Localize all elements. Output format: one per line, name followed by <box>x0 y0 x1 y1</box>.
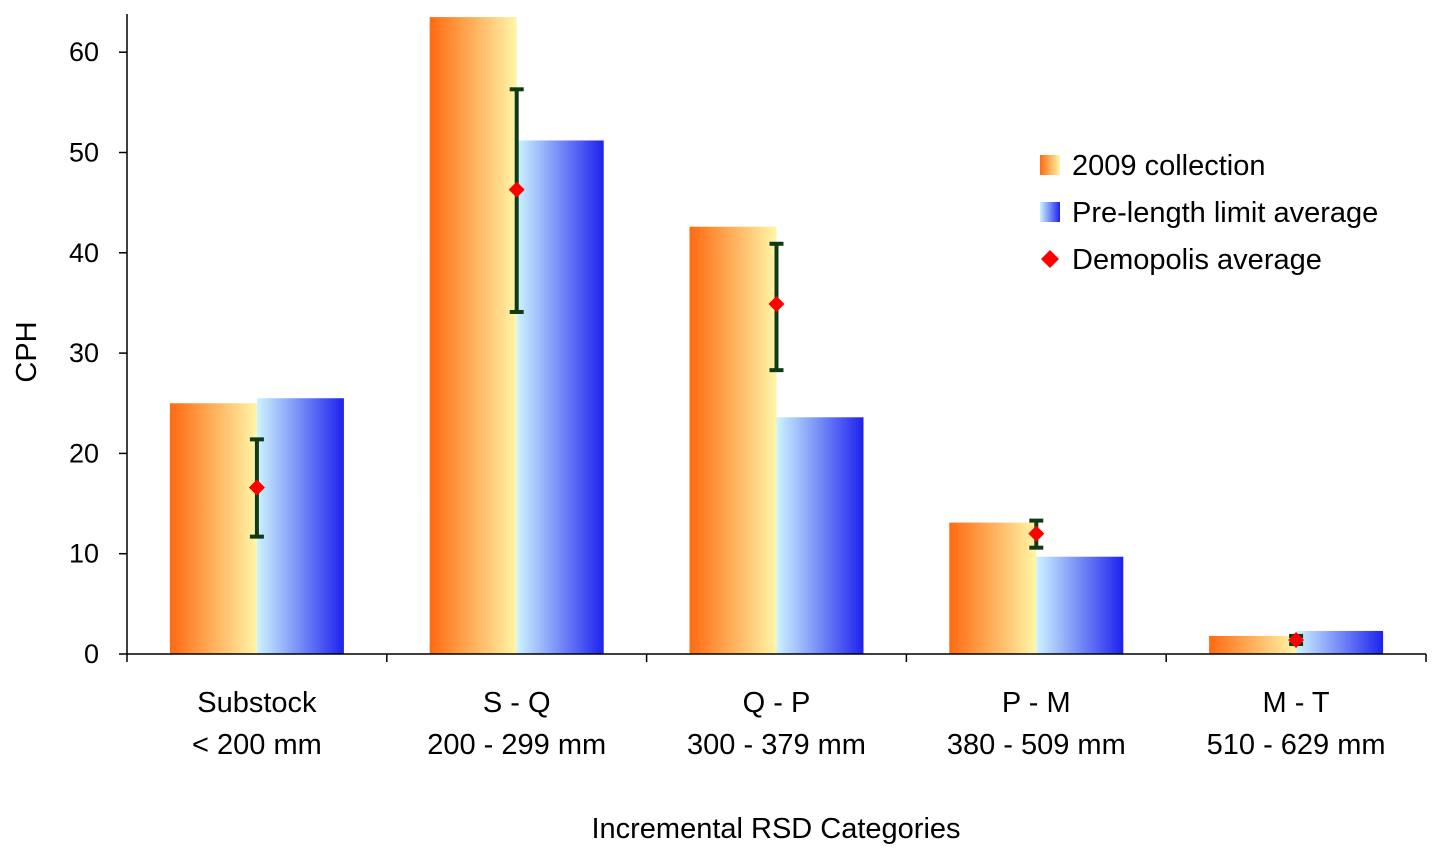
x-category-labels: Substock < 200 mm S - Q 200 - 299 mm Q - P 30… <box>192 687 1386 761</box>
x-category-label-3-line1: Q - P <box>743 687 811 719</box>
bar-2009-collection-1 <box>169 403 257 654</box>
x-category-label-4-line2: 380 - 509 mm <box>947 729 1126 761</box>
x-category-label-1-line2: < 200 mm <box>192 729 322 761</box>
markers-layer <box>248 181 1305 648</box>
bar-2009-collection-2 <box>429 17 517 655</box>
bar-pre-length-limit-1 <box>256 398 344 654</box>
legend-label-1: 2009 collection <box>1072 150 1265 182</box>
x-category-label-5-line2: 510 - 629 mm <box>1207 729 1386 761</box>
bar-2009-collection-3 <box>689 226 777 655</box>
x-category-label-3-line2: 300 - 379 mm <box>687 729 866 761</box>
y-tick-label-10: 10 <box>69 539 99 569</box>
x-axis-title: Incremental RSD Categories <box>591 813 960 845</box>
bar-pre-length-limit-2 <box>516 140 604 655</box>
y-tick-labels: 0 10 20 30 40 50 60 <box>69 37 99 669</box>
demopolis-marker-3 <box>768 295 785 312</box>
legend-swatch-2009-collection <box>1040 155 1060 175</box>
y-tick-label-50: 50 <box>69 138 99 168</box>
bar-pre-length-limit-4 <box>1036 556 1124 654</box>
legend-label-3: Demopolis average <box>1072 244 1322 276</box>
x-category-label-2-line2: 200 - 299 mm <box>427 729 606 761</box>
demopolis-marker-5 <box>1288 631 1305 648</box>
demopolis-marker-2 <box>508 181 525 198</box>
legend-swatch-pre-length-limit <box>1040 202 1060 222</box>
y-tick-label-0: 0 <box>84 639 99 669</box>
x-category-label-4-line1: P - M <box>1002 687 1071 719</box>
axes-layer <box>119 14 1427 662</box>
bar-2009-collection-5 <box>1209 635 1297 654</box>
y-tick-label-30: 30 <box>69 338 99 368</box>
x-category-label-2-line1: S - Q <box>483 687 551 719</box>
y-tick-label-40: 40 <box>69 238 99 268</box>
x-category-label-5-line1: M - T <box>1263 687 1330 719</box>
demopolis-marker-4 <box>1028 525 1045 542</box>
legend-label-2: Pre-length limit average <box>1072 197 1378 229</box>
y-axis-title: CPH <box>11 321 43 382</box>
y-tick-label-60: 60 <box>69 37 99 67</box>
legend-marker-demopolis <box>1041 250 1059 268</box>
bar-pre-length-limit-5 <box>1296 630 1384 654</box>
bars-layer <box>169 17 1384 655</box>
y-tick-label-20: 20 <box>69 438 99 468</box>
demopolis-marker-1 <box>248 479 265 496</box>
legend: 2009 collection Pre-length limit average D… <box>1040 150 1378 276</box>
bar-pre-length-limit-3 <box>776 417 864 654</box>
x-category-label-1-line1: Substock <box>197 687 317 719</box>
bar-2009-collection-4 <box>949 522 1037 654</box>
error-bar-2 <box>509 87 524 314</box>
